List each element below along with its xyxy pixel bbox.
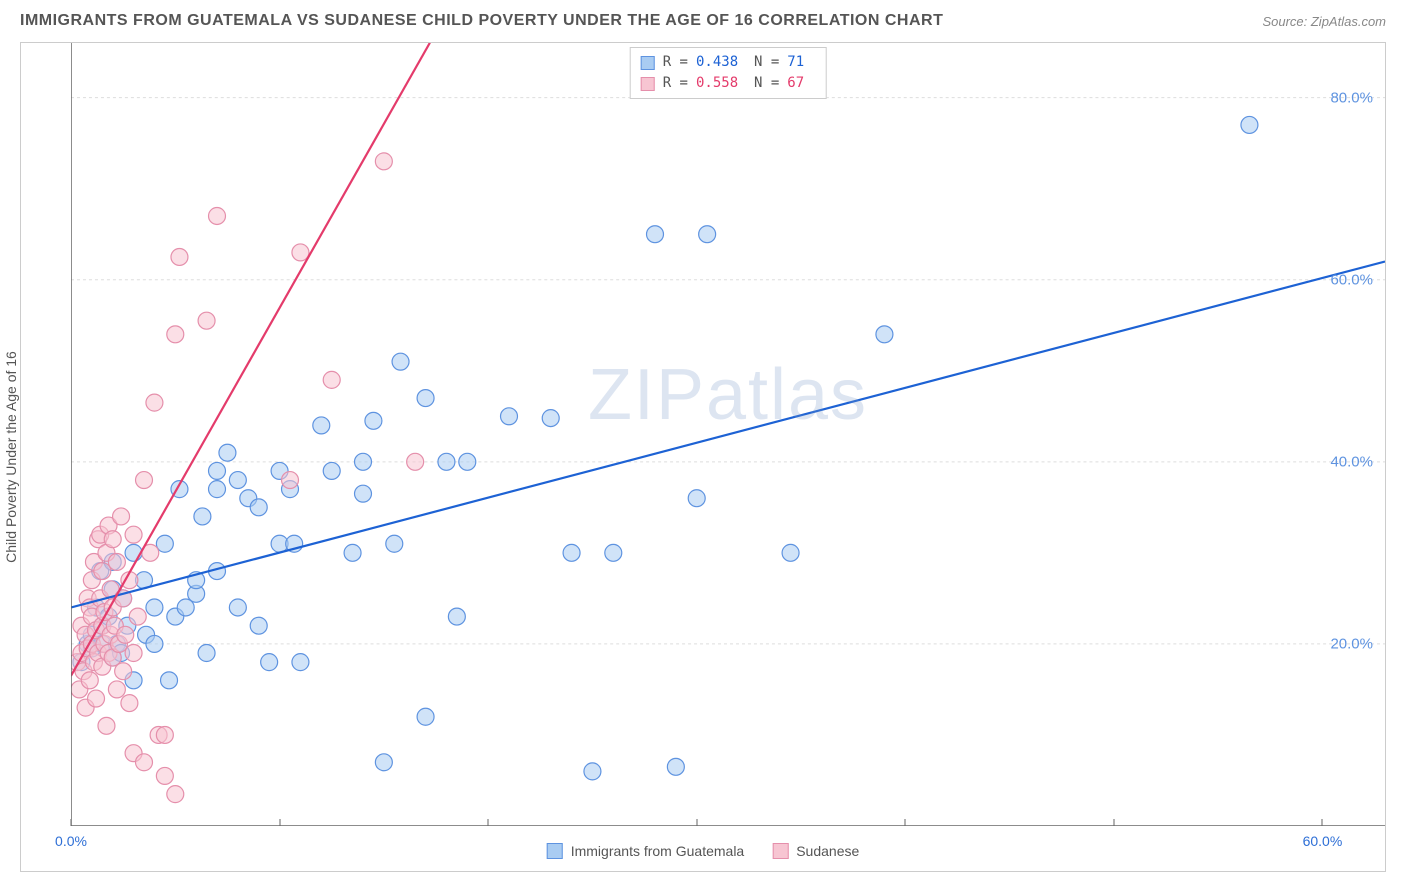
swatch-series1-icon [641, 56, 655, 70]
x-tick-mark [905, 819, 906, 826]
chart-container: Child Poverty Under the Age of 16 ZIPatl… [20, 42, 1386, 872]
legend-label-series2: Sudanese [796, 843, 859, 859]
x-tick-mark [1322, 819, 1323, 826]
x-tick-mark [71, 819, 72, 826]
legend-label-series1: Immigrants from Guatemala [571, 843, 745, 859]
y-tick-label: 20.0% [1330, 635, 1373, 652]
r-label-1: R = [663, 52, 688, 73]
scatter-plot-svg [71, 43, 1385, 826]
swatch-series2-icon [641, 77, 655, 91]
n-value-series2: 67 [787, 73, 815, 94]
y-tick-label: 80.0% [1330, 89, 1373, 106]
bottom-legend: Immigrants from Guatemala Sudanese [547, 843, 860, 859]
swatch-series1-bottom-icon [547, 843, 563, 859]
swatch-series2-bottom-icon [772, 843, 788, 859]
r-value-series1: 0.438 [696, 52, 746, 73]
stats-row-series2: R = 0.558 N = 67 [641, 73, 816, 94]
x-tick-label: 60.0% [1303, 833, 1343, 849]
n-label-1: N = [754, 52, 779, 73]
n-label-2: N = [754, 73, 779, 94]
n-value-series1: 71 [787, 52, 815, 73]
plot-region: ZIPatlas R = 0.438 N = 71 R = 0.558 N = … [71, 43, 1385, 826]
y-tick-label: 60.0% [1330, 271, 1373, 288]
legend-item-series1: Immigrants from Guatemala [547, 843, 745, 859]
stats-row-series1: R = 0.438 N = 71 [641, 52, 816, 73]
legend-item-series2: Sudanese [772, 843, 859, 859]
chart-title: IMMIGRANTS FROM GUATEMALA VS SUDANESE CH… [20, 12, 943, 30]
stats-legend: R = 0.438 N = 71 R = 0.558 N = 67 [630, 47, 827, 99]
x-tick-mark [488, 819, 489, 826]
r-label-2: R = [663, 73, 688, 94]
x-tick-label: 0.0% [55, 833, 87, 849]
y-axis-label: Child Poverty Under the Age of 16 [3, 351, 19, 563]
r-value-series2: 0.558 [696, 73, 746, 94]
chart-source: Source: ZipAtlas.com [1262, 14, 1386, 29]
x-tick-mark [696, 819, 697, 826]
y-tick-label: 40.0% [1330, 453, 1373, 470]
x-tick-mark [279, 819, 280, 826]
x-tick-mark [1113, 819, 1114, 826]
